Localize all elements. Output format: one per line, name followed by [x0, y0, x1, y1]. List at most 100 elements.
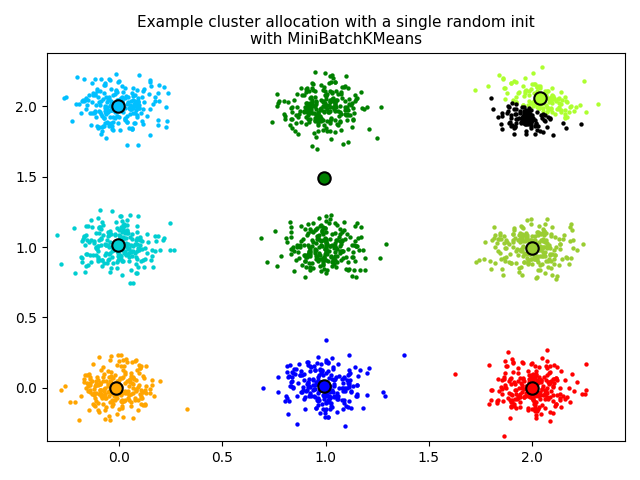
Point — [321, 101, 331, 108]
Point — [316, 115, 326, 122]
Point — [524, 237, 534, 244]
Point — [305, 389, 316, 397]
Point — [311, 252, 321, 260]
Point — [319, 384, 330, 392]
Point — [340, 387, 350, 395]
Point — [270, 228, 280, 235]
Point — [319, 107, 330, 115]
Point — [93, 253, 104, 261]
Point — [330, 248, 340, 256]
Point — [111, 87, 122, 95]
Point — [516, 263, 526, 270]
Point — [313, 354, 323, 361]
Point — [531, 371, 541, 378]
Point — [537, 229, 547, 237]
Point — [112, 390, 122, 397]
Point — [325, 117, 335, 124]
Point — [298, 386, 308, 394]
Point — [301, 359, 312, 366]
Point — [526, 373, 536, 381]
Point — [551, 400, 561, 408]
Point — [127, 389, 138, 396]
Point — [525, 250, 535, 258]
Point — [319, 392, 329, 399]
Point — [319, 383, 329, 390]
Point — [319, 253, 330, 261]
Point — [295, 372, 305, 379]
Point — [312, 396, 322, 404]
Point — [127, 125, 138, 133]
Point — [99, 385, 109, 393]
Point — [538, 401, 548, 409]
Point — [108, 400, 118, 408]
Point — [506, 114, 516, 122]
Point — [499, 232, 509, 240]
Point — [526, 236, 536, 243]
Point — [524, 109, 534, 117]
Point — [67, 117, 77, 124]
Point — [345, 376, 355, 384]
Point — [314, 231, 324, 239]
Point — [343, 111, 353, 119]
Point — [513, 369, 523, 376]
Point — [122, 243, 132, 251]
Point — [125, 248, 136, 255]
Point — [117, 398, 127, 406]
Point — [97, 256, 107, 264]
Point — [344, 96, 354, 103]
Point — [116, 383, 126, 390]
Point — [313, 121, 323, 129]
Point — [542, 103, 552, 111]
Point — [545, 230, 556, 238]
Point — [529, 97, 540, 105]
Point — [97, 221, 108, 229]
Point — [524, 88, 534, 96]
Point — [317, 386, 327, 394]
Point — [525, 99, 536, 107]
Point — [113, 390, 123, 397]
Point — [294, 360, 305, 368]
Point — [567, 370, 577, 378]
Point — [537, 63, 547, 71]
Point — [122, 118, 132, 125]
Point — [321, 391, 331, 398]
Point — [311, 378, 321, 386]
Point — [130, 101, 140, 108]
Point — [126, 97, 136, 105]
Point — [88, 91, 99, 98]
Point — [100, 120, 110, 127]
Point — [93, 124, 104, 132]
Point — [509, 400, 519, 408]
Point — [105, 416, 115, 423]
Point — [86, 109, 97, 117]
Point — [348, 383, 358, 390]
Point — [316, 237, 326, 245]
Point — [515, 390, 525, 398]
Point — [565, 223, 575, 231]
Point — [524, 106, 534, 114]
Point — [554, 235, 564, 242]
Point — [303, 241, 314, 249]
Point — [117, 82, 127, 90]
Point — [122, 112, 132, 120]
Point — [303, 229, 314, 237]
Point — [320, 224, 330, 232]
Point — [116, 271, 127, 279]
Point — [333, 90, 343, 97]
Point — [130, 97, 140, 105]
Point — [81, 223, 91, 230]
Point — [344, 383, 355, 391]
Point — [305, 247, 315, 255]
Point — [509, 226, 519, 233]
Point — [305, 95, 315, 102]
Point — [521, 131, 531, 138]
Point — [534, 84, 545, 92]
Point — [536, 230, 546, 238]
Point — [522, 233, 532, 240]
Point — [124, 376, 134, 384]
Point — [519, 393, 529, 400]
Point — [94, 229, 104, 237]
Point — [304, 104, 314, 112]
Point — [330, 256, 340, 264]
Point — [109, 382, 119, 389]
